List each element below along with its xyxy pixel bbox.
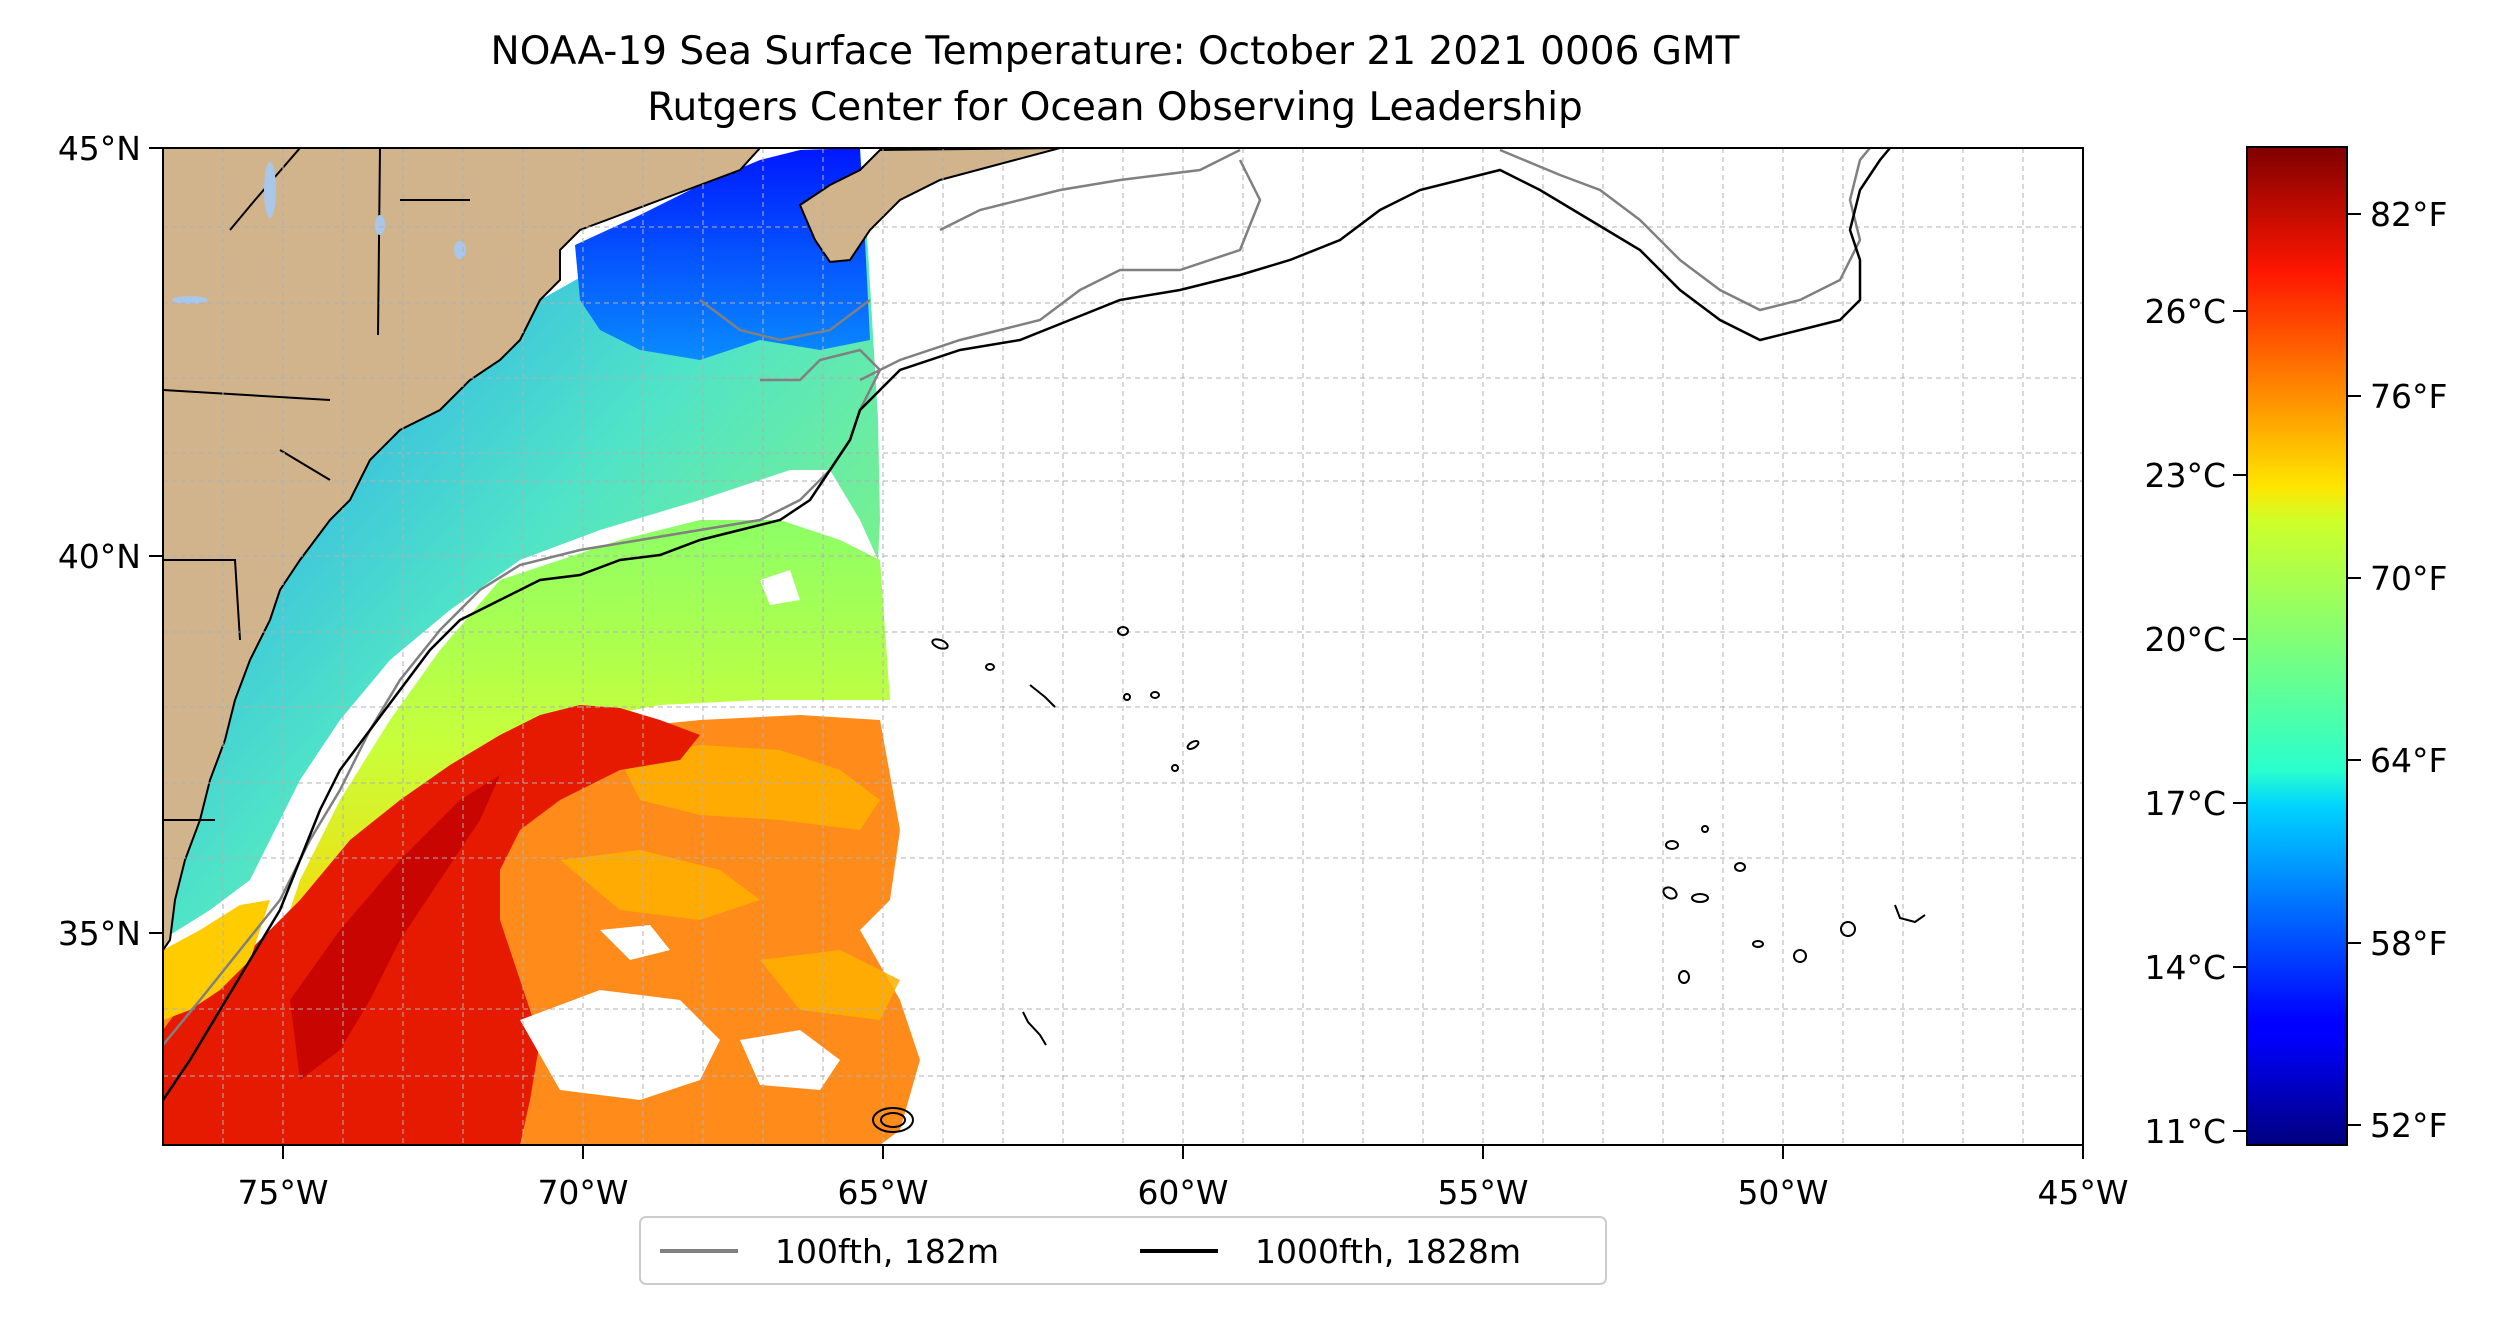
colorbar-f-ticks <box>2347 213 2361 1126</box>
lon-tick-label: 45°W <box>2037 1173 2128 1212</box>
colorbar-f-label: 58°F <box>2370 924 2447 963</box>
lakes <box>172 162 466 304</box>
colorbar-c-label: 17°C <box>2144 784 2226 823</box>
state-boundaries <box>163 148 470 821</box>
lon-tick-label: 50°W <box>1737 1173 1828 1212</box>
colorbar-f-label: 70°F <box>2370 559 2447 598</box>
legend-label-100fth: 100fth, 182m <box>775 1232 999 1271</box>
colorbar <box>2246 146 2348 1146</box>
lon-tick-label: 70°W <box>537 1173 628 1212</box>
lon-tick-label: 65°W <box>837 1173 928 1212</box>
lon-tick-label: 55°W <box>1437 1173 1528 1212</box>
map-title: NOAA-19 Sea Surface Temperature: October… <box>491 29 1740 74</box>
lat-tick-label: 40°N <box>58 537 141 576</box>
legend: 100fth, 182m 1000fth, 1828m <box>639 1216 1607 1285</box>
lon-tick-label: 60°W <box>1137 1173 1228 1212</box>
legend-label-1000fth: 1000fth, 1828m <box>1255 1232 1521 1271</box>
colorbar-f-label: 76°F <box>2370 377 2447 416</box>
colorbar-f-label: 52°F <box>2370 1106 2447 1145</box>
latitude-axis <box>149 147 163 934</box>
contour-100fth <box>163 148 1871 1046</box>
land-nova-scotia <box>798 148 1061 264</box>
lon-tick-label: 75°W <box>237 1173 328 1212</box>
colorbar-c-label: 14°C <box>2144 948 2226 987</box>
sst-hatteras-shelf <box>163 900 270 1020</box>
legend-box <box>639 1216 1607 1285</box>
sst-gulf-of-maine <box>575 148 870 360</box>
colorbar-f-label: 82°F <box>2370 195 2447 234</box>
map-area <box>163 148 2083 1145</box>
map-subtitle: Rutgers Center for Ocean Observing Leade… <box>647 85 1583 130</box>
gridlines <box>163 148 2083 1145</box>
lat-tick-label: 45°N <box>58 129 141 168</box>
longitude-axis <box>282 1145 2084 1159</box>
sst-cloud-gap <box>520 570 840 1100</box>
colorbar-c-label: 23°C <box>2144 456 2226 495</box>
colorbar-c-ticks <box>2233 310 2247 1132</box>
lat-tick-label: 35°N <box>58 914 141 953</box>
colorbar-f-label: 64°F <box>2370 741 2447 780</box>
colorbar-c-label: 26°C <box>2144 292 2226 331</box>
seamounts <box>872 626 1926 1133</box>
colorbar-c-label: 20°C <box>2144 620 2226 659</box>
sst-orange-patches <box>560 745 900 1020</box>
colorbar-c-label: 11°C <box>2144 1112 2226 1151</box>
contour-1000fth <box>163 148 1891 1101</box>
map-frame <box>162 147 2084 1146</box>
